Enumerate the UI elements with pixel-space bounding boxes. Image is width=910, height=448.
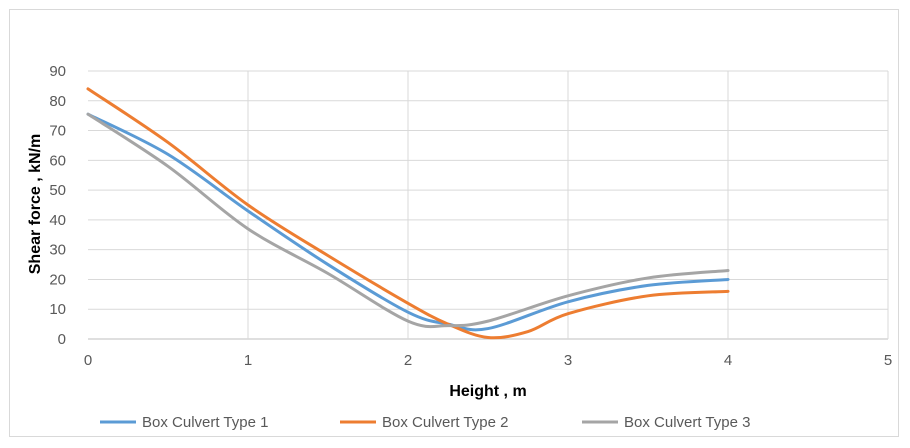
y-tick-label: 20	[49, 271, 66, 288]
gridlines	[88, 70, 889, 340]
x-axis-title: Height , m	[449, 383, 526, 400]
x-tick-label: 1	[244, 352, 252, 369]
legend: Box Culvert Type 1 Box Culvert Type 2 Box …	[100, 414, 750, 431]
y-tick-label: 70	[49, 123, 66, 140]
x-tick-label: 4	[724, 352, 732, 369]
legend-label: Box Culvert Type 3	[624, 414, 750, 431]
y-tick-label: 10	[49, 301, 66, 318]
y-tick-label: 60	[49, 152, 66, 169]
legend-label: Box Culvert Type 1	[142, 414, 268, 431]
x-tick-label: 0	[84, 352, 92, 369]
x-tick-label: 2	[404, 352, 412, 369]
y-axis-title: Shear force , kN/m	[27, 134, 44, 275]
legend-item-type-2: Box Culvert Type 2	[340, 414, 508, 431]
x-tick-label: 5	[884, 352, 892, 369]
series-line-type-3	[86, 112, 730, 329]
legend-label: Box Culvert Type 2	[382, 414, 508, 431]
y-tick-label: 0	[58, 331, 66, 348]
legend-item-type-1: Box Culvert Type 1	[100, 414, 268, 431]
legend-item-type-3: Box Culvert Type 3	[582, 414, 750, 431]
y-tick-label: 30	[49, 242, 66, 259]
y-axis-ticks: 0 10 20 30 40 50 60 70 80 90	[49, 63, 66, 348]
y-tick-label: 50	[49, 182, 66, 199]
series-lines	[86, 87, 730, 340]
series-line-type-2	[86, 87, 730, 340]
y-tick-label: 90	[49, 63, 66, 80]
series-line-type-1	[86, 112, 730, 332]
x-axis-ticks: 0 1 2 3 4 5	[84, 352, 892, 369]
y-tick-label: 80	[49, 93, 66, 110]
chart-frame	[9, 9, 899, 437]
y-tick-label: 40	[49, 212, 66, 229]
x-tick-label: 3	[564, 352, 572, 369]
